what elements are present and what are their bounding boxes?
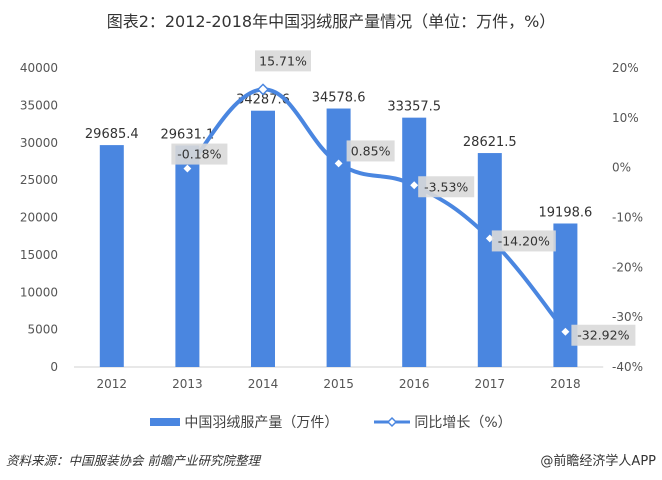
legend: 中国羽绒服产量（万件） 同比增长（%）	[0, 412, 662, 432]
bar-value-label: 28621.5	[463, 135, 517, 150]
x-tick-label: 2012	[97, 377, 128, 391]
y-left-tick-label: 35000	[20, 98, 58, 112]
growth-point-marker	[408, 179, 421, 192]
growth-point-marker	[559, 325, 572, 338]
y-left-tick-label: 0	[50, 360, 58, 374]
y-left-tick-label: 25000	[20, 173, 58, 187]
bar-value-label: 33357.5	[387, 100, 441, 115]
bar-value-label: 19198.6	[539, 205, 593, 220]
growth-label-box	[418, 176, 475, 198]
y-right-tick-label: -20%	[612, 260, 643, 274]
chart-title: 图表2：2012-2018年中国羽绒服产量情况（单位：万件，%）	[106, 12, 556, 31]
bar	[477, 153, 502, 367]
x-tick-label: 2014	[248, 377, 279, 391]
bar-value-label: 29631.1	[161, 128, 215, 143]
y-left-tick-label: 20000	[20, 211, 58, 225]
y-left-tick-label: 15000	[20, 248, 58, 262]
source-note: 资料来源：中国服装协会 前瞻产业研究院整理	[6, 453, 260, 468]
legend-bar-swatch	[150, 418, 181, 426]
legend-line-swatch	[374, 416, 411, 428]
y-right-tick-label: -10%	[612, 211, 643, 225]
growth-value-label: -3.53%	[424, 179, 468, 194]
y-right-tick-label: -40%	[612, 360, 643, 374]
x-tick-label: 2013	[172, 377, 203, 391]
x-tick-label: 2015	[323, 377, 354, 391]
growth-label-box	[171, 143, 228, 165]
y-right-tick-label: 20%	[612, 61, 639, 75]
legend-item-line: 同比增长（%）	[374, 412, 512, 432]
legend-bar-label: 中国羽绒服产量（万件）	[184, 415, 339, 431]
growth-value-label: -32.92%	[577, 328, 629, 343]
y-left-tick-label: 10000	[20, 285, 58, 299]
growth-point-marker	[256, 83, 270, 96]
growth-label-box	[346, 140, 395, 162]
x-tick-label: 2016	[399, 377, 430, 391]
growth-value-label: 15.71%	[259, 53, 307, 68]
bar	[175, 145, 200, 367]
growth-value-label: 0.85%	[351, 143, 391, 158]
growth-value-label: -0.18%	[177, 147, 221, 162]
y-right-tick-label: 0%	[612, 161, 631, 175]
growth-label-box	[571, 324, 636, 346]
bar-value-label: 29685.4	[85, 127, 139, 142]
bar	[251, 110, 275, 367]
y-left-tick-label: 40000	[20, 61, 58, 75]
y-right-tick-label: -30%	[612, 310, 643, 324]
growth-label-box	[255, 50, 311, 72]
growth-value-label: -14.20%	[498, 233, 550, 248]
growth-point-marker	[181, 162, 194, 175]
y-right-tick-label: 10%	[612, 111, 639, 125]
growth-line	[185, 87, 567, 333]
y-left-tick-label: 30000	[20, 136, 58, 150]
bar-value-label: 34578.6	[312, 91, 366, 106]
x-tick-label: 2018	[550, 377, 581, 391]
bar	[402, 117, 427, 368]
y-left-tick-label: 5000	[27, 323, 58, 337]
brand-credit: @前瞻经济学人APP	[540, 454, 656, 469]
growth-label-box	[491, 230, 556, 252]
bar	[99, 145, 124, 367]
growth-point-marker	[332, 157, 345, 170]
bar-value-label: 34287.6	[236, 93, 290, 108]
legend-line-label: 同比增长（%）	[414, 415, 512, 431]
legend-item-bar: 中国羽绒服产量（万件）	[150, 412, 338, 432]
x-tick-label: 2017	[475, 377, 506, 391]
